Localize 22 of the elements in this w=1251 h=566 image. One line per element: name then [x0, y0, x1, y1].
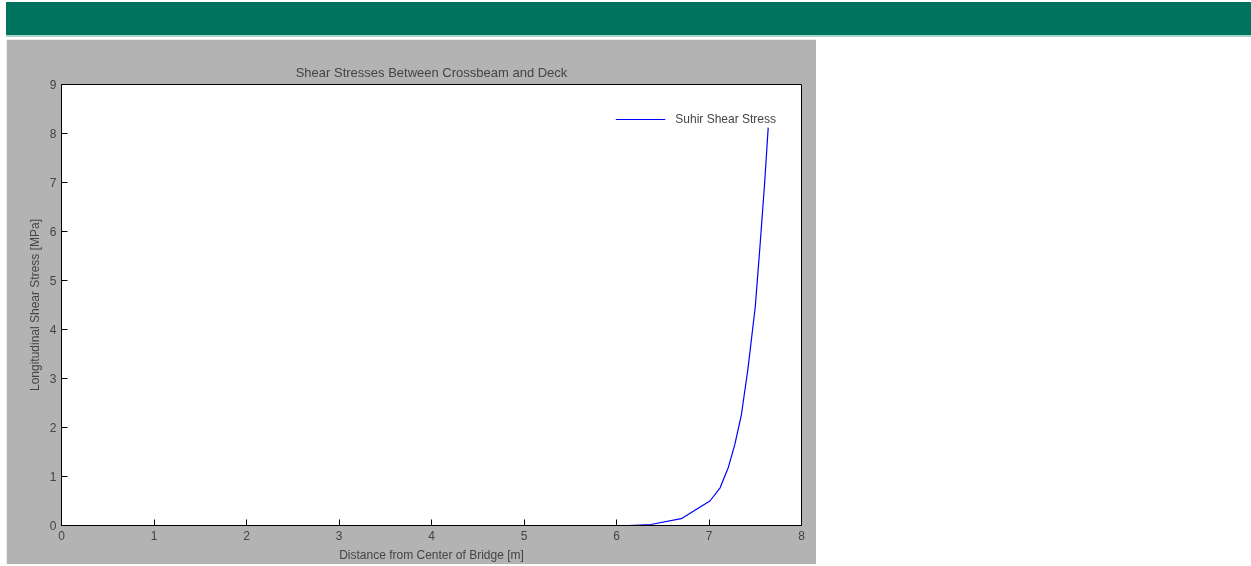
y-tick-label: 2 — [49, 421, 57, 435]
x-axis-title: Distance from Center of Bridge [m] — [339, 547, 524, 562]
x-tick-label: 4 — [428, 528, 436, 543]
legend-label: Suhir Shear Stress — [675, 112, 776, 126]
x-tick-label: 3 — [335, 528, 343, 543]
y-tick-label: 3 — [49, 372, 57, 386]
chart-title: Shear Stresses Between Crossbeam and Deck — [295, 64, 568, 80]
x-tick-label: 1 — [150, 528, 158, 543]
x-tick-label: 7 — [705, 528, 713, 543]
y-tick-label: 8 — [49, 127, 57, 141]
y-tick-label: 1 — [49, 470, 57, 484]
x-tick-label: 8 — [798, 528, 806, 543]
y-tick-label: 7 — [49, 176, 57, 190]
y-tick-label: 4 — [49, 323, 57, 337]
y-tick-label: 0 — [49, 519, 57, 533]
y-tick-label: 5 — [49, 274, 57, 288]
y-axis-title: Longitudinal Shear Stress [MPa] — [27, 218, 42, 392]
y-tick-label: 6 — [49, 225, 57, 239]
y-tick-label: 9 — [49, 78, 57, 92]
x-tick-label: 5 — [520, 528, 528, 543]
x-tick-label: 6 — [613, 528, 621, 543]
x-tick-label: 2 — [243, 528, 251, 543]
